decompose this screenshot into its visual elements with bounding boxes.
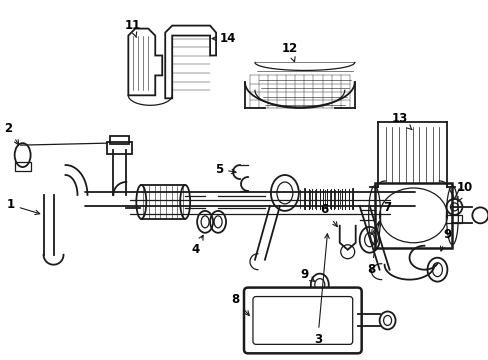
Text: 5: 5 [215,163,236,176]
Text: 8: 8 [230,293,249,315]
Bar [107,142,132,154]
Text: 6: 6 [320,203,337,226]
Text: 7: 7 [371,201,391,234]
Text: 3: 3 [313,234,328,346]
Text: 10: 10 [455,181,471,201]
Text: 8: 8 [367,222,380,276]
Text: 1: 1 [7,198,40,215]
FancyBboxPatch shape [252,297,352,345]
Text: 4: 4 [191,235,203,256]
Bar [446,215,462,223]
Bar [374,183,451,248]
Text: 9: 9 [300,268,314,282]
Text: 9: 9 [440,228,450,251]
FancyBboxPatch shape [244,288,361,353]
Text: 2: 2 [4,122,19,145]
Text: 14: 14 [212,32,236,45]
Text: 11: 11 [124,19,140,37]
Text: 12: 12 [281,42,297,62]
Bar [15,162,31,171]
Bar [110,136,129,144]
Text: 13: 13 [390,112,411,130]
